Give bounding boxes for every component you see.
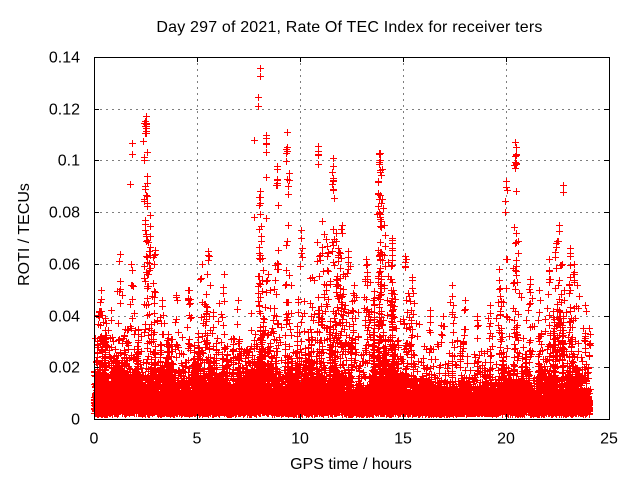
svg-text:0.06: 0.06 [49,257,80,274]
svg-text:5: 5 [193,431,202,448]
svg-text:25: 25 [600,431,618,448]
svg-text:10: 10 [291,431,309,448]
svg-text:0.14: 0.14 [49,50,80,67]
svg-text:0.1: 0.1 [58,153,80,170]
svg-text:0.02: 0.02 [49,360,80,377]
svg-text:GPS time / hours: GPS time / hours [290,456,412,473]
svg-text:0: 0 [90,431,99,448]
svg-text:20: 20 [497,431,515,448]
svg-text:Day 297 of 2021, Rate Of TEC I: Day 297 of 2021, Rate Of TEC Index for r… [156,19,542,36]
svg-text:15: 15 [394,431,412,448]
svg-text:0.04: 0.04 [49,309,80,326]
svg-text:0.12: 0.12 [49,102,80,119]
svg-text:0: 0 [71,412,80,429]
svg-text:0.08: 0.08 [49,205,80,222]
svg-text:ROTI / TECUs: ROTI / TECUs [16,183,33,286]
